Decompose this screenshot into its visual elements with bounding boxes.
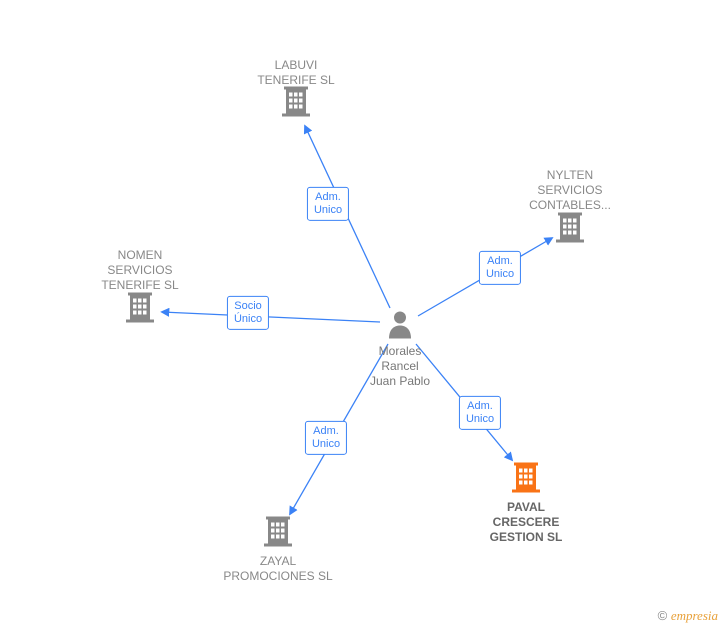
node-label-labuvi: LABUVI TENERIFE SL xyxy=(257,58,334,88)
node-label-nylten: NYLTEN SERVICIOS CONTABLES... xyxy=(529,168,611,213)
building-icon-nomen xyxy=(126,293,154,328)
building-icon-paval xyxy=(512,463,540,498)
building-icon-labuvi xyxy=(282,87,310,122)
edge-label-labuvi: Adm. Unico xyxy=(307,187,349,221)
center-label: Morales Rancel Juan Pablo xyxy=(370,344,430,389)
node-label-nomen: NOMEN SERVICIOS TENERIFE SL xyxy=(101,248,178,293)
person-icon xyxy=(386,309,414,344)
credit: © empresia xyxy=(658,608,718,624)
edge-label-nylten: Adm. Unico xyxy=(479,251,521,285)
diagram-canvas xyxy=(0,0,728,630)
credit-rest: mpresia xyxy=(677,608,718,623)
edge-label-nomen: Socio Único xyxy=(227,296,269,330)
edge-nomen xyxy=(162,312,380,322)
node-label-zayal: ZAYAL PROMOCIONES SL xyxy=(223,554,332,584)
edge-label-zayal: Adm. Unico xyxy=(305,421,347,455)
building-icon-nylten xyxy=(556,213,584,248)
building-icon-zayal xyxy=(264,517,292,552)
credit-copyright: © xyxy=(658,608,668,623)
node-label-paval: PAVAL CRESCERE GESTION SL xyxy=(490,500,563,545)
edge-label-paval: Adm. Unico xyxy=(459,396,501,430)
